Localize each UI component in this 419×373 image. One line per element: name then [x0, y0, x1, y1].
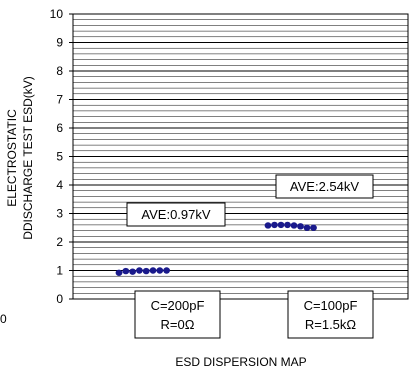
data-point	[136, 267, 143, 274]
y-tick-label: 5	[56, 150, 63, 164]
condition-label: C=200pF	[151, 298, 205, 313]
y-tick-label: 4	[56, 178, 63, 192]
y-tick-label: 1	[56, 264, 63, 278]
y-tick-label: 9	[56, 36, 63, 50]
y-tick-label: 6	[56, 121, 63, 135]
condition-boxes: C=200pF R=0Ω C=100pF R=1.5kΩ	[134, 290, 374, 339]
y-tick-label: 10	[50, 7, 64, 21]
y-axis-title-line-2: DDISCHARGE TEST ESD(kV)	[21, 76, 35, 240]
data-point	[149, 267, 157, 274]
condition-label: C=100pF	[304, 298, 358, 313]
average-box	[275, 174, 374, 199]
data-point	[310, 224, 317, 231]
y-tick-label: 8	[56, 64, 63, 78]
x-axis-title: ESD DISPERSION MAP	[175, 355, 306, 369]
y-tick-label: 0	[56, 292, 63, 306]
y-tick-label: 3	[56, 207, 63, 221]
data-point	[163, 267, 171, 274]
y-tick-label: 2	[56, 235, 63, 249]
data-point	[277, 221, 285, 229]
data-point	[290, 222, 298, 229]
stray-zero-label: 0	[0, 312, 7, 326]
y-ticks: 0 1 2 3 4 5 6 7 8 9 10	[50, 7, 73, 306]
data-points	[115, 221, 317, 276]
average-label: AVE:0.97kV	[141, 207, 210, 222]
data-point	[129, 268, 137, 275]
data-point	[297, 223, 304, 230]
data-point	[115, 269, 123, 276]
condition-label: R=0Ω	[161, 317, 195, 332]
data-point	[271, 221, 278, 229]
average-label: AVE:2.54kV	[290, 179, 359, 194]
data-point	[264, 222, 272, 229]
data-point	[284, 221, 291, 229]
data-point	[303, 224, 311, 231]
condition-label: R=1.5kΩ	[305, 317, 357, 332]
data-point	[142, 267, 150, 275]
y-axis-title-line-1: ELECTROSTATIC	[5, 109, 19, 207]
condition-box	[287, 290, 374, 339]
data-point	[156, 267, 164, 274]
average-boxes: AVE:0.97kV AVE:2.54kV	[126, 174, 374, 227]
average-box	[126, 202, 226, 227]
y-tick-label: 7	[56, 93, 63, 107]
condition-box	[134, 290, 221, 339]
minor-grid	[73, 19, 408, 294]
data-point	[122, 267, 130, 275]
